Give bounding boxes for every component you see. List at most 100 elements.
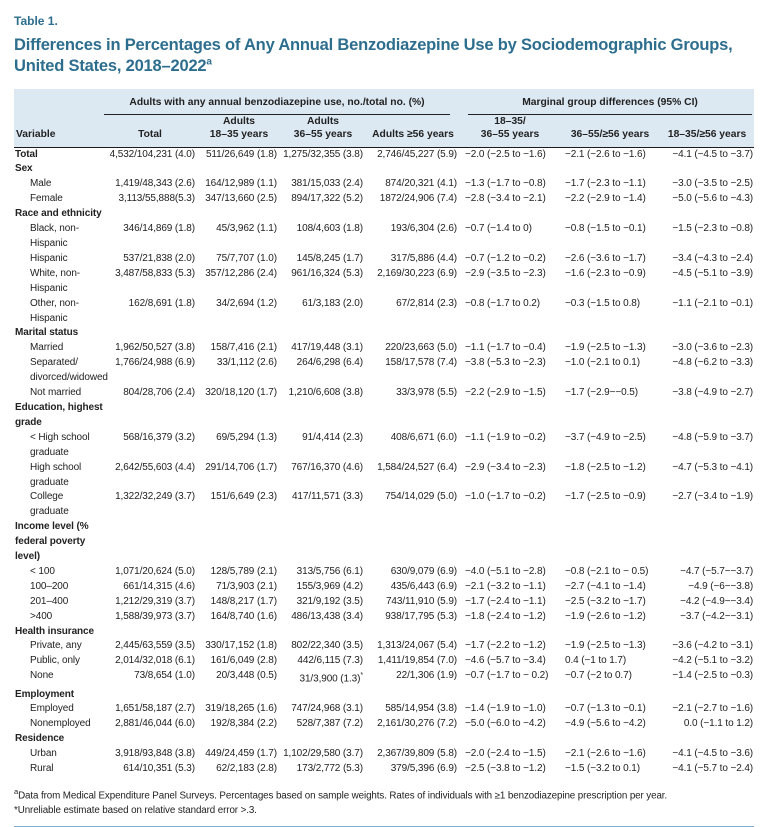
table-cell: −0.3 (−1.5 to 0.8) (565, 297, 640, 309)
table-cell: 128/5,789 (2.1) (210, 565, 277, 577)
table-cell: 408/6,671 (6.0) (390, 431, 458, 443)
table-cell: 754/14,029 (5.0) (385, 491, 458, 503)
table-cell: −4.8 (−6.2 to −3.3) (672, 357, 754, 369)
table-cell: 73/8,654 (1.0) (134, 670, 195, 682)
row-label: None (30, 670, 54, 682)
table-cell: 33/3,978 (5.5) (396, 387, 458, 399)
table-cell: 417/11,571 (3.3) (291, 491, 363, 503)
table-cell: −4.6 (−5.7 to −3.4) (465, 655, 546, 667)
table-row: Male 1,419/48,343 (2.6) 164/12,989 (1.1) 38… (14, 177, 754, 192)
table-cell: −1.9 (−2.6 to −1.2) (565, 610, 646, 622)
row-label: Residence (15, 733, 65, 745)
table-row: None 73/8,654 (1.0) 20/3,448 (0.5) 31/3,900… (14, 669, 754, 687)
table-cell: −1.3 (−1.7 to −0.8) (465, 178, 546, 190)
table-cell: −0.7 (−1.7 to − 0.2) (465, 670, 549, 682)
col-header-diff-36-55-vs-56plus: 36–55/≥56 years (560, 114, 661, 148)
table-cell: 537/21,838 (2.0) (123, 252, 195, 264)
table-cell: 321/9,192 (3.5) (296, 595, 363, 607)
section-row: Education, highest grade (14, 401, 754, 431)
table-cell: −2.1 (−3.2 to −1.1) (465, 580, 546, 592)
table-cell: 1,212/29,319 (3.7) (115, 595, 195, 607)
table-cell: −1.9 (−2.5 to −1.3) (565, 640, 646, 652)
table-cell: 161/6,049 (2.8) (210, 655, 277, 667)
table-cell: −3.0 (−3.6 to −2.3) (672, 342, 754, 354)
footnote-a-text: Data from Medical Expenditure Panel Surv… (18, 790, 668, 802)
table-row: Rural 614/10,351 (5.3) 62/2,183 (2.8) 173/2… (14, 762, 754, 777)
table-cell: −0.8 (−1.5 to −0.1) (565, 223, 646, 235)
table-cell: −1.7 (−2.9−−0.5) (565, 387, 638, 399)
table-cell: −1.1 (−1.7 to −0.4) (465, 342, 546, 354)
row-label: 201–400 (30, 595, 69, 607)
table-cell: 158/17,578 (7.4) (385, 357, 458, 369)
table-cell: −2.2 (−2.9 to −1.5) (465, 387, 546, 399)
footnote-asterisk: *Unreliable estimate based on relative s… (14, 804, 257, 816)
col-header-adults-36-55: Adults 36–55 years (280, 114, 366, 148)
table-cell: 33/1,112 (2.6) (216, 357, 277, 369)
table-cell: 22/1,306 (1.9) (396, 670, 458, 682)
table-cell: −1.0 (−2.1 to 0.1) (565, 357, 640, 369)
table-cell: 347/13,660 (2.5) (205, 193, 277, 205)
table-cell: 1,651/58,187 (2.7) (115, 703, 195, 715)
table-cell: 0.0 (−1.1 to 1.2) (683, 718, 754, 730)
unreliable-estimate-marker: * (360, 672, 363, 680)
section-row: Employment (14, 688, 754, 703)
row-label: Not married (30, 387, 82, 399)
table-cell: 449/24,459 (1.7) (205, 748, 277, 760)
table-cell: −3.4 (−4.3 to −2.4) (672, 252, 754, 264)
table-cell: 2,445/63,559 (3.5) (115, 640, 195, 652)
table-label: Table 1. (14, 14, 58, 28)
table-cell: −4.1 (−4.5 to −3.6) (672, 748, 754, 760)
table-cell: 802/22,340 (3.5) (291, 640, 363, 652)
table-cell: 31/3,900 (1.3)* (299, 672, 364, 685)
footnote-a: aData from Medical Expenditure Panel Sur… (14, 786, 754, 804)
table-cell: 330/17,152 (1.8) (205, 640, 277, 652)
row-label: Other, non- Hispanic (30, 297, 79, 324)
group-header-benzodiazepine-use: Adults with any annual benzodiazepine us… (102, 88, 461, 115)
row-label: < 100 (30, 565, 55, 577)
table-cell: 264/6,298 (6.4) (296, 357, 363, 369)
table-row: < High school graduate 568/16,379 (3.2) 69… (14, 431, 754, 461)
table-cell: 162/8,691 (1.8) (128, 297, 195, 309)
table-cell: −1.1 (−2.1 to −0.1) (672, 297, 754, 309)
table-cell: 3,918/93,848 (3.8) (115, 748, 195, 760)
row-label: Private, any (30, 640, 82, 652)
row-label: Employment (15, 688, 75, 700)
row-label: Total (15, 148, 38, 160)
table-cell: −1.9 (−2.5 to −1.3) (565, 342, 646, 354)
table-cell: 804/28,706 (2.4) (123, 387, 195, 399)
table-row: Other, non- Hispanic 162/8,691 (1.8) 34/2,… (14, 297, 754, 327)
table-cell: 1,210/6,608 (3.8) (288, 387, 364, 399)
table-cell: 164/12,989 (1.1) (205, 178, 277, 190)
table-cell: −3.0 (−3.5 to −2.5) (672, 178, 754, 190)
table-cell: −2.2 (−2.9 to −1.4) (565, 193, 646, 205)
row-label: Urban (30, 748, 57, 760)
table-cell: −1.8 (−2.4 to −1.2) (465, 610, 546, 622)
table-cell: 20/3,448 (0.5) (216, 670, 277, 682)
group-header-marginal-differences: Marginal group differences (95% CI) (460, 88, 755, 115)
table-cell: 91/4,414 (2.3) (302, 431, 363, 443)
row-label: Black, non- Hispanic (30, 223, 79, 249)
table-cell: 1,962/50,527 (3.8) (115, 342, 195, 354)
table-cell: −1.0 (−1.7 to −0.2) (465, 491, 546, 503)
table-cell: −2.1 (−2.7 to −1.6) (672, 703, 754, 715)
table-cell: −0.7 (−2 to 0.7) (565, 670, 632, 682)
table-cell: 34/2,694 (1.2) (216, 297, 277, 309)
section-row: Income level (% federal poverty level) (14, 520, 754, 565)
table-title: Differences in Percentages of Any Annual… (14, 35, 754, 77)
table-cell: −0.8 (−1.7 to 0.2) (465, 297, 540, 309)
table-cell: −2.7 (−4.1 to −1.4) (565, 580, 646, 592)
table-cell: 173/2,772 (5.3) (296, 763, 363, 775)
table-title-text: Differences in Percentages of Any Annual… (14, 36, 733, 75)
table-cell: 346/14,869 (1.8) (123, 223, 195, 235)
table-cell: 1,275/32,355 (3.8) (283, 148, 363, 160)
bottom-rule (14, 825, 754, 827)
row-label: 100–200 (30, 580, 69, 592)
row-label: White, non- Hispanic (30, 267, 81, 294)
table-cell: 894/17,322 (5.2) (291, 193, 363, 205)
table-cell: 62/2,183 (2.8) (216, 763, 277, 775)
col-header-total: Total (102, 114, 198, 148)
table-cell: −3.8 (−5.3 to −2.3) (465, 357, 546, 369)
table-cell: 319/18,265 (1.6) (205, 703, 277, 715)
table-cell: 2,161/30,276 (7.2) (377, 718, 458, 730)
row-label: < High school graduate (30, 431, 90, 458)
